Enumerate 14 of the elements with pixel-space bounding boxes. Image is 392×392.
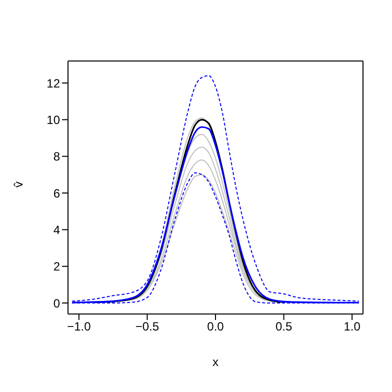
y-tick-label: 6	[53, 186, 60, 200]
x-tick-label: 1.0	[344, 320, 361, 334]
y-tick-label: 12	[46, 76, 60, 90]
x-tick-label: −0.5	[135, 320, 160, 334]
x-tick-label: 0.0	[207, 320, 224, 334]
y-axis-title: v̂	[11, 182, 26, 188]
y-tick-label: 0	[53, 296, 60, 310]
y-tick-label: 10	[46, 112, 60, 127]
y-tick-label: 4	[53, 222, 60, 237]
y-tick-label: 8	[53, 150, 60, 164]
x-tick-label: −1.0	[67, 320, 92, 334]
x-axis-title: x	[212, 355, 218, 369]
y-tick-label: 2	[53, 260, 60, 274]
x-tick-label: 0.5	[275, 320, 292, 334]
